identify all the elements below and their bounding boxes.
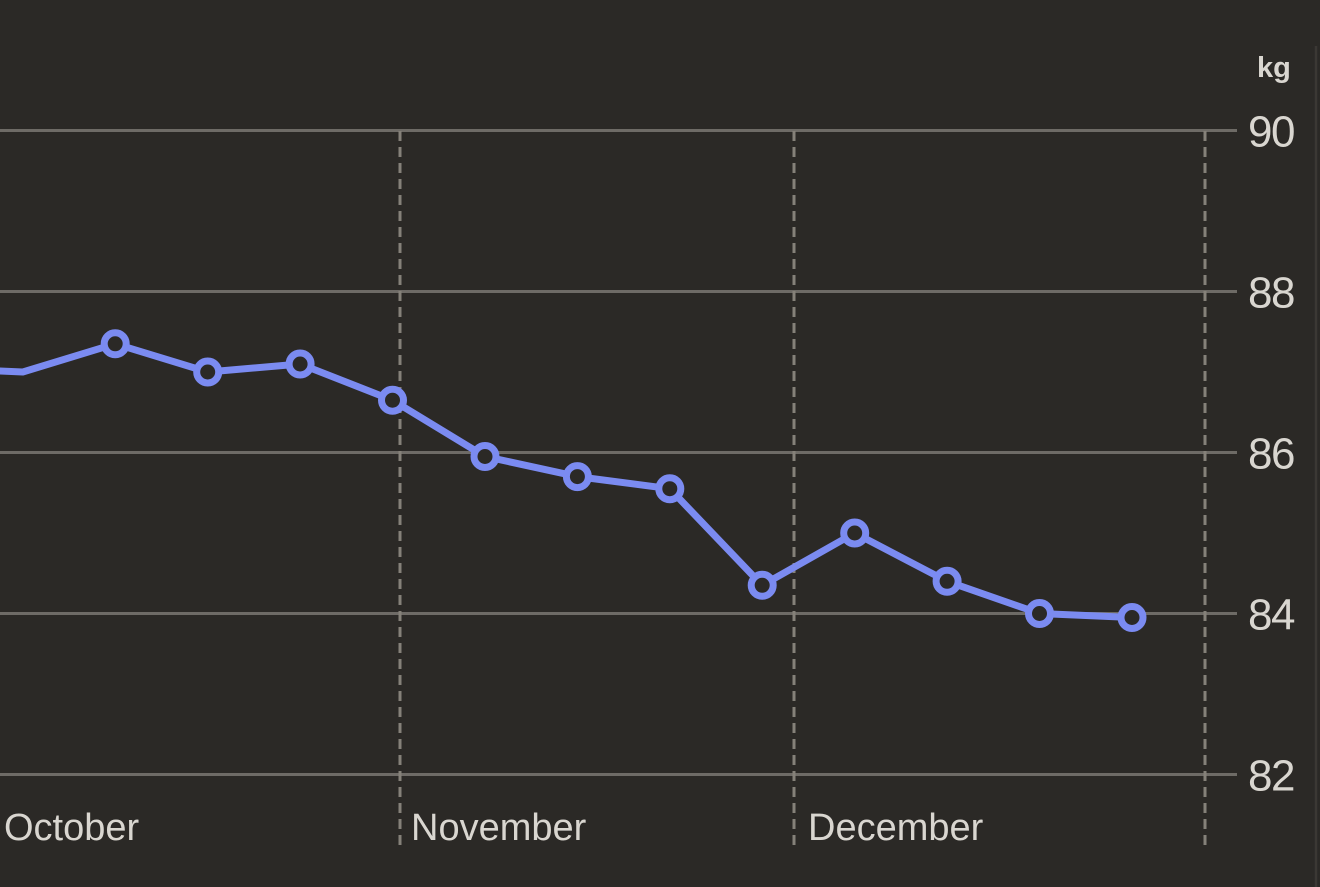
data-point-marker[interactable] xyxy=(562,462,592,492)
data-point-marker[interactable] xyxy=(100,329,130,359)
y-tick-label: 88 xyxy=(1248,269,1294,318)
data-point-marker[interactable] xyxy=(1117,603,1147,632)
y-tick-label: 90 xyxy=(1248,108,1294,157)
month-label: October xyxy=(4,807,140,849)
month-label: December xyxy=(808,807,984,849)
data-point-marker[interactable] xyxy=(470,442,500,471)
data-point-marker[interactable] xyxy=(840,518,870,548)
y-tick-label: 86 xyxy=(1248,430,1294,479)
y-tick-label: 82 xyxy=(1248,752,1294,801)
data-point-marker[interactable] xyxy=(193,357,223,387)
data-point-marker[interactable] xyxy=(285,349,315,379)
data-point-marker[interactable] xyxy=(378,385,407,415)
weight-line xyxy=(0,340,1133,621)
y-tick-label: 84 xyxy=(1248,591,1295,640)
month-label: November xyxy=(411,807,587,849)
data-point-marker[interactable] xyxy=(932,566,962,596)
data-point-marker[interactable] xyxy=(747,570,777,600)
data-point-marker[interactable] xyxy=(1025,599,1054,628)
data-point-marker[interactable] xyxy=(655,474,685,504)
unit-label: kg xyxy=(1257,52,1291,84)
